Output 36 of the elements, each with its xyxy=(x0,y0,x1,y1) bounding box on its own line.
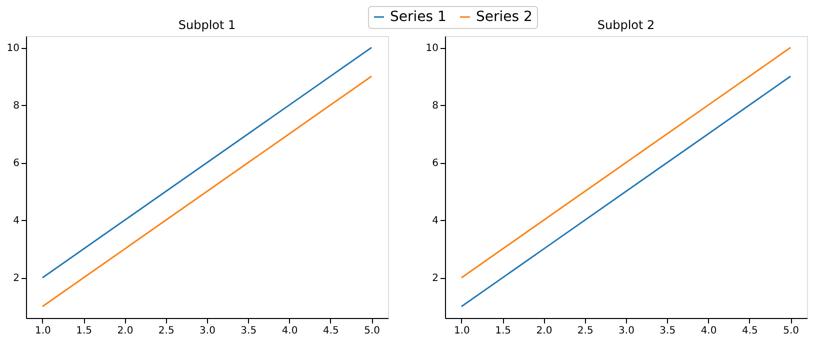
line-series xyxy=(42,46,372,278)
x-tick-label: 1.5 xyxy=(76,326,92,336)
chart-title: Subplot 2 xyxy=(597,18,655,32)
x-tick-label: 4.5 xyxy=(322,326,339,336)
x-tick-label: 4.0 xyxy=(700,326,717,336)
y-tick-label: 8 xyxy=(13,100,20,112)
y-tick-label: 2 xyxy=(13,273,20,284)
y-tick-label: 2 xyxy=(432,273,438,284)
x-tick-label: 5.0 xyxy=(364,326,380,336)
x-tick-label: 4.5 xyxy=(742,326,758,336)
x-tick-label: 2.0 xyxy=(536,326,552,336)
y-tick-label: 4 xyxy=(13,216,20,227)
chart-title: Subplot 1 xyxy=(178,18,236,32)
line-series xyxy=(460,76,792,308)
x-tick-label: 5.0 xyxy=(783,326,799,336)
y-tick-label: 6 xyxy=(13,158,20,170)
x-tick-label: 3.5 xyxy=(240,326,257,336)
x-tick-label: 1.5 xyxy=(495,326,512,336)
x-tick-label: 3.0 xyxy=(618,326,634,336)
line-series xyxy=(460,46,792,278)
legend-label: Series 2 xyxy=(476,9,532,25)
x-tick-label: 3.0 xyxy=(200,326,216,336)
y-tick-label: 6 xyxy=(432,158,438,170)
y-tick-label: 10 xyxy=(6,43,20,54)
y-tick-label: 10 xyxy=(426,43,438,54)
x-tick-label: 2.0 xyxy=(117,326,134,336)
x-tick-label: 1.0 xyxy=(454,326,470,336)
legend-label: Series 1 xyxy=(390,9,446,25)
x-tick-label: 4.0 xyxy=(282,326,298,336)
x-tick-label: 3.5 xyxy=(660,326,676,336)
x-tick-label: 2.5 xyxy=(577,326,594,336)
x-tick-label: 2.5 xyxy=(158,326,174,336)
x-tick-label: 1.0 xyxy=(35,326,51,336)
line-series xyxy=(42,76,372,308)
y-tick-label: 8 xyxy=(432,100,438,112)
y-tick-label: 4 xyxy=(432,216,438,227)
